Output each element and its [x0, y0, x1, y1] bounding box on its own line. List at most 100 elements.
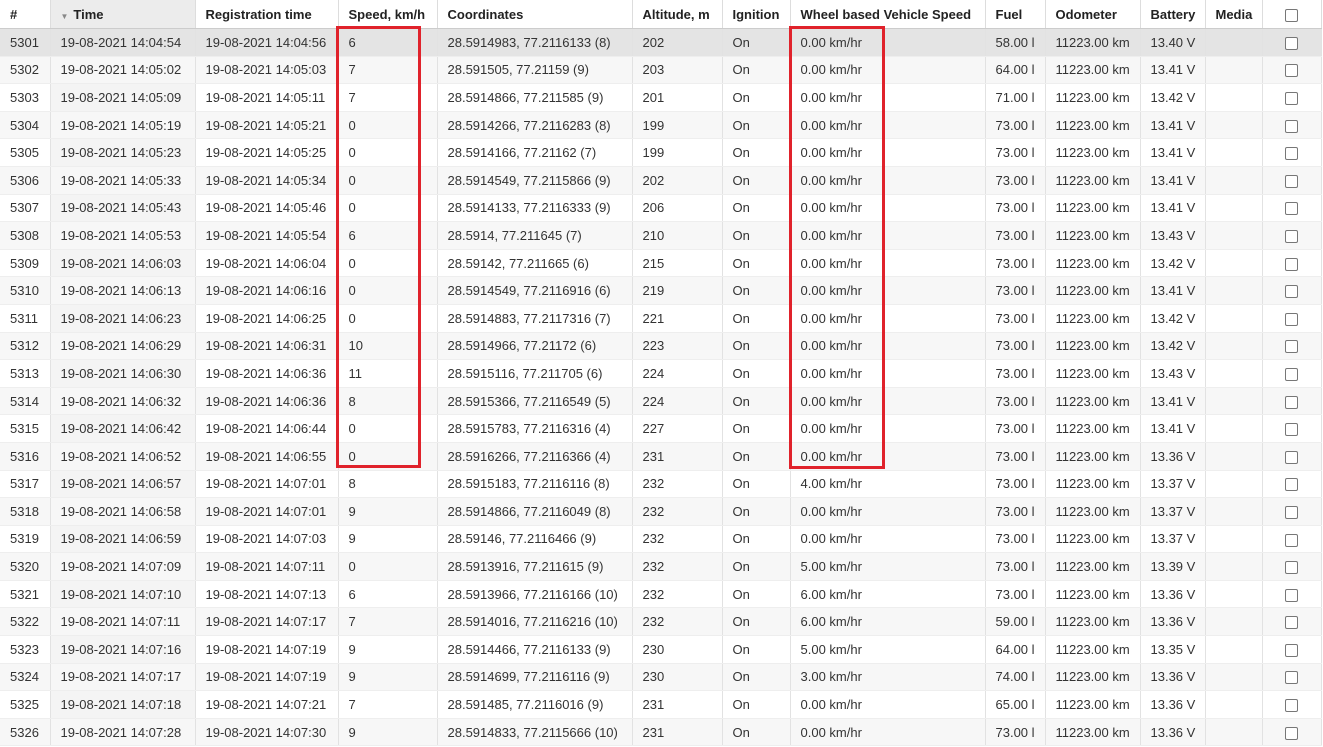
checkbox-icon[interactable]: [1285, 257, 1298, 271]
cell-time: 19-08-2021 14:07:09: [50, 552, 196, 581]
row-select-checkbox[interactable]: [1262, 111, 1322, 140]
column-header-time[interactable]: ▼ Time: [50, 0, 196, 29]
row-select-checkbox[interactable]: [1262, 497, 1322, 526]
table-row[interactable]: 5322 19-08-2021 14:07:11 19-08-2021 14:07:…: [0, 607, 1322, 637]
checkbox-icon[interactable]: [1285, 478, 1298, 492]
table-row[interactable]: 5316 19-08-2021 14:06:52 19-08-2021 14:06:…: [0, 442, 1322, 471]
table-row[interactable]: 5324 19-08-2021 14:07:17 19-08-2021 14:07:…: [0, 663, 1322, 692]
cell-altitude-m: 210: [632, 221, 723, 250]
table-row[interactable]: 5323 19-08-2021 14:07:16 19-08-2021 14:07:…: [0, 635, 1322, 664]
row-select-checkbox[interactable]: [1262, 442, 1322, 471]
row-select-checkbox[interactable]: [1262, 387, 1322, 416]
checkbox-icon[interactable]: [1285, 202, 1298, 216]
row-select-checkbox[interactable]: [1262, 304, 1322, 333]
checkbox-icon[interactable]: [1285, 64, 1298, 78]
row-select-checkbox[interactable]: [1262, 276, 1322, 305]
table-row[interactable]: 5313 19-08-2021 14:06:30 19-08-2021 14:06:…: [0, 359, 1322, 388]
table-row[interactable]: 5303 19-08-2021 14:05:09 19-08-2021 14:05:…: [0, 83, 1322, 112]
table-row[interactable]: 5320 19-08-2021 14:07:09 19-08-2021 14:07:…: [0, 552, 1322, 581]
checkbox-icon[interactable]: [1285, 340, 1298, 354]
table-row[interactable]: 5308 19-08-2021 14:05:53 19-08-2021 14:05:…: [0, 221, 1322, 250]
column-header-coordinates[interactable]: Coordinates: [437, 0, 633, 29]
checkbox-icon[interactable]: [1285, 119, 1298, 133]
row-select-checkbox[interactable]: [1262, 663, 1322, 692]
cell-odometer: 11223.00 km: [1045, 718, 1141, 747]
checkbox-icon[interactable]: [1285, 174, 1298, 188]
checkbox-icon[interactable]: [1285, 505, 1298, 519]
table-row[interactable]: 5304 19-08-2021 14:05:19 19-08-2021 14:05:…: [0, 111, 1322, 140]
row-select-checkbox[interactable]: [1262, 470, 1322, 499]
checkbox-icon[interactable]: [1285, 395, 1298, 409]
row-select-checkbox[interactable]: [1262, 414, 1322, 443]
table-row[interactable]: 5319 19-08-2021 14:06:59 19-08-2021 14:07:…: [0, 525, 1322, 554]
checkbox-icon[interactable]: [1285, 671, 1298, 685]
row-select-checkbox[interactable]: [1262, 580, 1322, 609]
checkbox-icon[interactable]: [1285, 561, 1298, 575]
checkbox-icon[interactable]: [1285, 616, 1298, 630]
table-row[interactable]: 5310 19-08-2021 14:06:13 19-08-2021 14:06:…: [0, 276, 1322, 305]
column-header-wheel-based-vehicle-speed[interactable]: Wheel based Vehicle Speed: [790, 0, 986, 29]
table-row[interactable]: 5321 19-08-2021 14:07:10 19-08-2021 14:07:…: [0, 580, 1322, 609]
checkbox-icon[interactable]: [1285, 588, 1298, 602]
row-select-checkbox[interactable]: [1262, 56, 1322, 85]
table-row[interactable]: 5318 19-08-2021 14:06:58 19-08-2021 14:07:…: [0, 497, 1322, 526]
column-header-number[interactable]: #: [0, 0, 51, 29]
table-row[interactable]: 5306 19-08-2021 14:05:33 19-08-2021 14:05:…: [0, 166, 1322, 195]
table-row[interactable]: 5312 19-08-2021 14:06:29 19-08-2021 14:06:…: [0, 332, 1322, 361]
checkbox-icon[interactable]: [1285, 423, 1298, 437]
table-row[interactable]: 5317 19-08-2021 14:06:57 19-08-2021 14:07:…: [0, 470, 1322, 499]
checkbox-icon[interactable]: [1285, 285, 1298, 299]
column-header-registration-time[interactable]: Registration time: [195, 0, 339, 29]
row-select-checkbox[interactable]: [1262, 525, 1322, 554]
row-select-checkbox[interactable]: [1262, 718, 1322, 747]
table-row[interactable]: 5305 19-08-2021 14:05:23 19-08-2021 14:05:…: [0, 138, 1322, 167]
row-select-checkbox[interactable]: [1262, 690, 1322, 719]
checkbox-icon[interactable]: [1285, 726, 1298, 740]
row-select-checkbox[interactable]: [1262, 166, 1322, 195]
column-header-altitude-m[interactable]: Altitude, m: [632, 0, 723, 29]
column-header-ignition[interactable]: Ignition: [722, 0, 791, 29]
table-row[interactable]: 5302 19-08-2021 14:05:02 19-08-2021 14:05:…: [0, 56, 1322, 85]
checkbox-icon[interactable]: [1285, 643, 1298, 657]
checkbox-icon[interactable]: [1285, 147, 1298, 161]
column-header-media[interactable]: Media: [1205, 0, 1263, 29]
checkbox-icon[interactable]: [1285, 229, 1298, 243]
table-row[interactable]: 5325 19-08-2021 14:07:18 19-08-2021 14:07:…: [0, 690, 1322, 719]
row-select-checkbox[interactable]: [1262, 83, 1322, 112]
checkbox-icon[interactable]: [1285, 450, 1298, 464]
select-all-checkbox[interactable]: [1262, 0, 1322, 29]
cell-wheel-based-vehicle-speed: 0.00 km/hr: [790, 56, 986, 85]
table-row[interactable]: 5326 19-08-2021 14:07:28 19-08-2021 14:07:…: [0, 718, 1322, 747]
row-select-checkbox[interactable]: [1262, 249, 1322, 278]
row-select-checkbox[interactable]: [1262, 221, 1322, 250]
cell-altitude-m: 199: [632, 111, 723, 140]
row-select-checkbox[interactable]: [1262, 359, 1322, 388]
row-select-checkbox[interactable]: [1262, 332, 1322, 361]
table-row[interactable]: 5301 19-08-2021 14:04:54 19-08-2021 14:04:…: [0, 28, 1322, 57]
row-select-checkbox[interactable]: [1262, 635, 1322, 664]
table-row[interactable]: 5309 19-08-2021 14:06:03 19-08-2021 14:06:…: [0, 249, 1322, 278]
column-header-odometer[interactable]: Odometer: [1045, 0, 1141, 29]
cell-number: 5317: [0, 470, 51, 499]
row-select-checkbox[interactable]: [1262, 607, 1322, 637]
table-row[interactable]: 5314 19-08-2021 14:06:32 19-08-2021 14:06:…: [0, 387, 1322, 416]
row-select-checkbox[interactable]: [1262, 138, 1322, 167]
table-row[interactable]: 5315 19-08-2021 14:06:42 19-08-2021 14:06:…: [0, 414, 1322, 443]
column-header-battery[interactable]: Battery: [1140, 0, 1206, 29]
row-select-checkbox[interactable]: [1262, 194, 1322, 223]
table-row[interactable]: 5311 19-08-2021 14:06:23 19-08-2021 14:06:…: [0, 304, 1322, 333]
cell-media: [1205, 718, 1263, 747]
checkbox-icon[interactable]: [1285, 92, 1298, 106]
checkbox-icon[interactable]: [1285, 699, 1298, 713]
column-header-speed-km-h[interactable]: Speed, km/h: [338, 0, 438, 29]
checkbox-icon[interactable]: [1285, 36, 1298, 50]
column-header-fuel[interactable]: Fuel: [985, 0, 1046, 29]
row-select-checkbox[interactable]: [1262, 28, 1322, 57]
row-select-checkbox[interactable]: [1262, 552, 1322, 581]
checkbox-icon[interactable]: [1285, 8, 1298, 22]
checkbox-icon[interactable]: [1285, 533, 1298, 547]
cell-ignition: On: [722, 28, 791, 57]
checkbox-icon[interactable]: [1285, 312, 1298, 326]
table-row[interactable]: 5307 19-08-2021 14:05:43 19-08-2021 14:05:…: [0, 194, 1322, 223]
checkbox-icon[interactable]: [1285, 367, 1298, 381]
